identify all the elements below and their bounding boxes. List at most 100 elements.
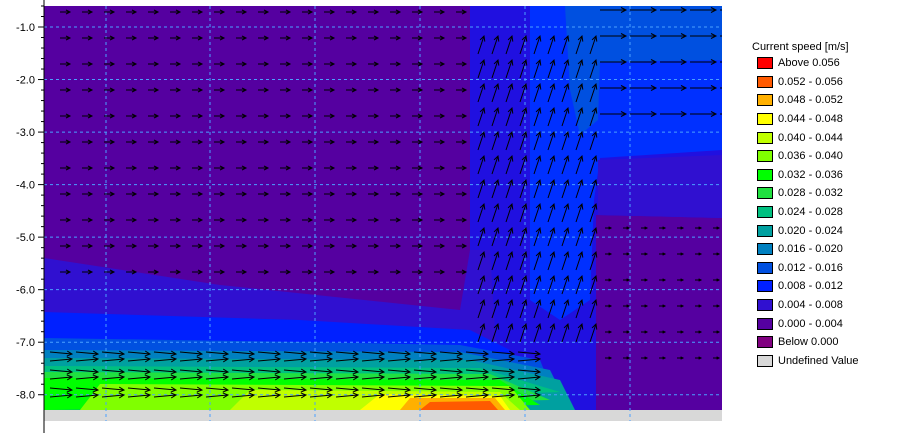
vector-arrow	[205, 374, 230, 381]
vector-arrow	[412, 9, 424, 15]
legend-swatch	[757, 168, 773, 181]
legend-swatch	[757, 354, 773, 367]
vector-arrow	[561, 226, 570, 247]
vector-arrow	[547, 178, 556, 199]
legend-entry: Below 0.000	[752, 333, 900, 352]
vector-arrow	[302, 165, 314, 171]
vector-arrow	[605, 226, 613, 230]
vector-arrow	[192, 61, 204, 67]
vector-arrow	[547, 82, 556, 103]
vector-arrow	[126, 113, 138, 119]
vector-arrow	[368, 191, 380, 197]
vector-arrow	[387, 374, 412, 381]
legend-entry: 0.048 - 0.052	[752, 91, 900, 110]
vector-arrow	[60, 191, 72, 197]
vector-arrow	[258, 139, 270, 145]
vector-arrow	[561, 130, 570, 151]
vector-arrow	[491, 82, 500, 103]
vector-arrow	[589, 130, 598, 151]
vector-arrow	[82, 191, 94, 197]
vector-arrow	[589, 274, 598, 295]
vector-arrow	[456, 269, 468, 275]
vector-arrow	[491, 130, 500, 151]
vector-arrow	[434, 139, 446, 145]
vector-arrow	[465, 350, 490, 357]
vector-arrow	[127, 392, 152, 399]
vector-arrow	[695, 356, 703, 360]
vector-arrow	[720, 113, 722, 115]
vector-arrow	[533, 154, 542, 175]
vector-arrow	[75, 356, 100, 363]
vector-arrow	[491, 368, 516, 375]
vector-arrow	[258, 87, 270, 93]
vector-arrow	[361, 392, 386, 399]
legend-label: 0.020 - 0.024	[778, 224, 843, 237]
legend-entry: Above 0.056	[752, 54, 900, 73]
vector-arrow	[491, 154, 500, 175]
vector-arrow	[390, 61, 402, 67]
vector-arrow	[630, 7, 658, 13]
vector-arrow	[170, 269, 182, 275]
vector-arrow	[412, 35, 424, 41]
y-axis: -1.0 -2.0 -3.0 -4.0 -5.0 -6.0 -7.0 -8.0	[16, 5, 44, 402]
legend-label: Above 0.056	[778, 57, 840, 70]
vector-arrow	[258, 191, 270, 197]
vector-arrow	[214, 35, 226, 41]
legend-swatch	[757, 131, 773, 144]
legend-swatch	[757, 336, 773, 349]
vector-arrow	[179, 368, 204, 375]
vector-arrow	[533, 250, 542, 271]
vector-arrow	[519, 226, 528, 247]
vector-arrow	[387, 392, 412, 399]
vector-arrow	[659, 278, 667, 282]
vector-arrow	[231, 356, 256, 363]
vector-arrow	[148, 61, 160, 67]
vector-arrow	[465, 356, 490, 363]
vector-arrow	[368, 9, 380, 15]
vector-arrow	[283, 350, 308, 357]
vector-arrow	[561, 250, 570, 271]
legend-swatch	[757, 75, 773, 88]
vector-arrow	[434, 191, 446, 197]
legend-swatch	[757, 317, 773, 330]
legend-swatch	[757, 206, 773, 219]
vector-arrow	[517, 356, 542, 363]
vector-arrow	[205, 368, 230, 375]
vector-arrow	[659, 330, 667, 334]
vector-arrow	[677, 356, 685, 360]
vector-arrow	[561, 34, 570, 55]
vector-arrow	[605, 304, 613, 308]
legend-entry: 0.052 - 0.056	[752, 73, 900, 92]
vector-arrow	[309, 392, 334, 399]
vector-arrow	[170, 61, 182, 67]
vector-arrow	[126, 35, 138, 41]
vector-arrow	[192, 139, 204, 145]
vector-arrow	[575, 250, 584, 271]
vector-arrow	[456, 87, 468, 93]
vector-arrow	[236, 139, 248, 145]
vector-arrow	[575, 274, 584, 295]
legend-label: 0.016 - 0.020	[778, 243, 843, 256]
vector-arrow	[368, 165, 380, 171]
vector-arrow	[346, 61, 358, 67]
vector-arrow	[280, 243, 292, 249]
vector-arrow	[600, 59, 628, 65]
vector-arrow	[104, 243, 116, 249]
vector-arrow	[258, 113, 270, 119]
vector-arrow	[465, 374, 490, 381]
vector-arrow	[104, 61, 116, 67]
vector-arrow	[623, 330, 631, 334]
vector-arrow	[49, 386, 74, 393]
vector-arrow	[302, 87, 314, 93]
vector-arrow	[575, 154, 584, 175]
y-tick-label: -6.0	[16, 285, 35, 297]
vector-arrow	[561, 178, 570, 199]
vector-arrow	[280, 61, 292, 67]
vector-arrow	[148, 243, 160, 249]
vector-arrow	[439, 368, 464, 375]
vector-arrow	[390, 35, 402, 41]
legend-label: 0.052 - 0.056	[778, 75, 843, 88]
vector-arrow	[589, 106, 598, 127]
vector-arrow	[302, 269, 314, 275]
vector-arrow	[60, 113, 72, 119]
